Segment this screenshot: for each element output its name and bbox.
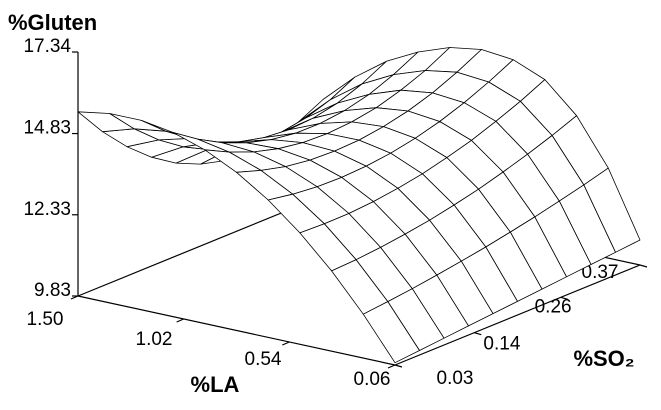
surface-cell: [362, 301, 420, 364]
x-axis-title: %LA: [191, 372, 240, 397]
z-tick-label: 12.33: [23, 199, 71, 220]
y-tick-label: 0.03: [437, 368, 474, 389]
x-tick: [176, 318, 184, 323]
y-tick: [394, 364, 403, 368]
y-tick-label: 0.14: [483, 334, 520, 355]
y-tick-label: 0.37: [582, 262, 619, 283]
y-axis-line: [394, 264, 641, 366]
x-tick-label: 1.02: [136, 329, 173, 350]
y-tick-label: 0.26: [535, 296, 572, 317]
y-tick: [474, 332, 482, 336]
z-tick-label: 9.83: [34, 280, 71, 301]
x-tick: [70, 295, 79, 300]
y-axis-title: %SO₂: [573, 346, 634, 371]
x-tick: [282, 341, 290, 346]
x-tick: [387, 364, 396, 369]
x-axis-line: [77, 295, 396, 366]
z-tick-label: 17.34: [23, 36, 71, 57]
chart-title: %Gluten: [8, 10, 97, 35]
z-tick-label: 14.83: [23, 118, 71, 139]
x-tick-label: 0.06: [354, 369, 391, 390]
x-tick-label: 1.50: [27, 309, 64, 330]
y-tick: [639, 264, 648, 268]
y-tick: [560, 296, 568, 300]
x-tick-label: 0.54: [245, 349, 282, 370]
